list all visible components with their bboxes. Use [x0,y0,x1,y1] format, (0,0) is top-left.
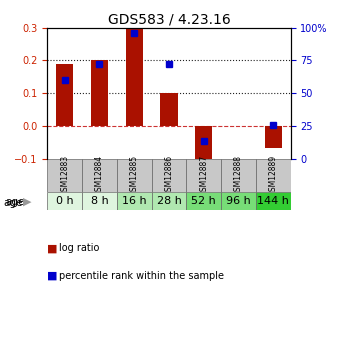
Bar [221,192,256,210]
Bar [221,159,256,192]
Bar [186,192,221,210]
Text: 52 h: 52 h [191,196,216,206]
Text: 144 h: 144 h [257,196,289,206]
Text: ▶: ▶ [23,197,31,207]
Bar [117,192,152,210]
Bar [256,159,291,192]
Text: GSM12887: GSM12887 [199,155,208,196]
Bar [186,159,221,192]
Text: GSM12889: GSM12889 [269,155,278,196]
Text: 8 h: 8 h [91,196,108,206]
Bar [265,126,282,148]
Bar [256,192,291,210]
Text: ■: ■ [47,271,58,281]
Text: percentile rank within the sample: percentile rank within the sample [59,271,224,281]
Bar [152,159,186,192]
Title: GDS583 / 4.23.16: GDS583 / 4.23.16 [107,12,231,27]
Bar [152,192,186,210]
Text: 96 h: 96 h [226,196,251,206]
Bar [195,126,213,169]
Text: age: age [5,197,24,207]
Text: ■: ■ [47,244,58,253]
Bar [160,93,178,126]
Bar [56,64,73,126]
Bar [47,192,82,210]
Bar [47,159,82,192]
Text: log ratio: log ratio [59,244,99,253]
Text: 28 h: 28 h [156,196,182,206]
Bar [117,159,152,192]
Bar [91,60,108,126]
Text: age: age [3,198,23,208]
Text: 0 h: 0 h [56,196,74,206]
Text: GSM12884: GSM12884 [95,155,104,196]
Text: GSM12883: GSM12883 [60,155,69,196]
Text: GSM12888: GSM12888 [234,155,243,196]
Text: 16 h: 16 h [122,196,147,206]
Bar [82,192,117,210]
Text: GSM12886: GSM12886 [165,155,173,196]
Text: GSM12885: GSM12885 [130,155,139,196]
Bar [125,28,143,126]
Bar [82,159,117,192]
